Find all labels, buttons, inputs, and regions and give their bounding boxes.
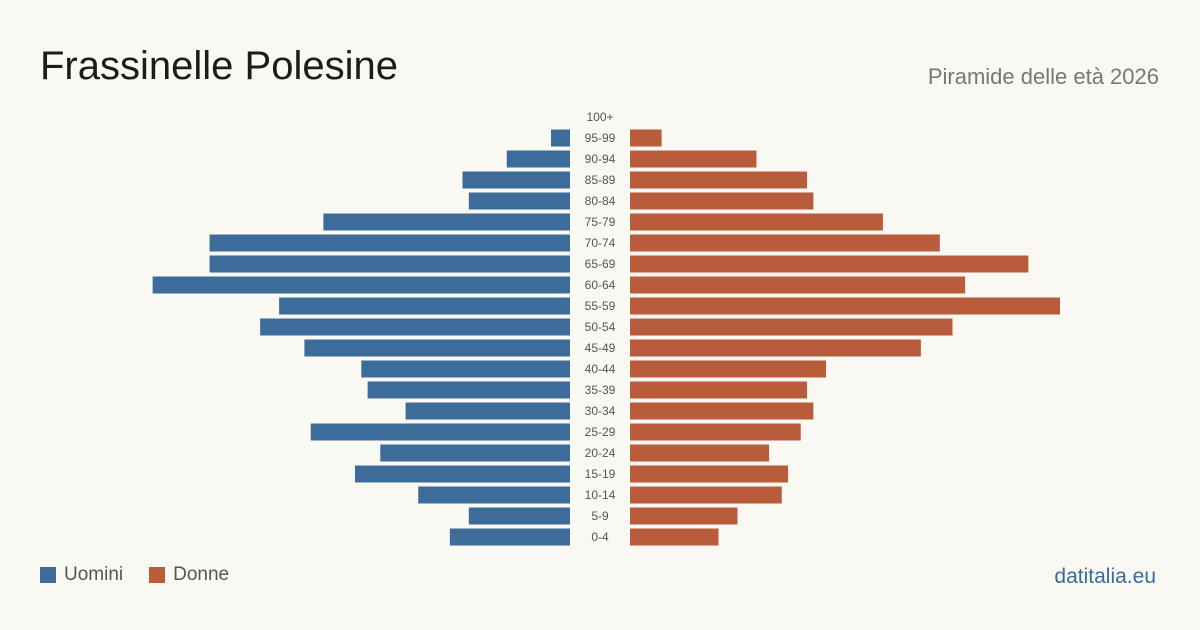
bar-women-45-49	[630, 339, 921, 357]
bar-women-40-44	[630, 360, 827, 378]
bar-women-15-19	[630, 465, 789, 483]
chart-subtitle: Piramide delle età 2026	[927, 64, 1159, 89]
bar-men-0-4	[449, 528, 570, 546]
age-label: 50-54	[585, 320, 616, 334]
age-label: 25-29	[585, 425, 616, 439]
legend-item-men: Uomini	[40, 564, 123, 586]
bar-men-10-14	[418, 486, 570, 504]
age-label: 40-44	[585, 362, 616, 376]
bar-women-25-29	[630, 423, 801, 441]
bar-women-95-99	[630, 129, 662, 147]
bar-women-70-74	[630, 234, 940, 252]
age-label: 15-19	[585, 467, 616, 481]
bar-men-55-59	[279, 297, 570, 315]
bar-women-10-14	[630, 486, 782, 504]
bar-women-60-64	[630, 276, 966, 294]
bar-men-75-79	[323, 213, 570, 231]
bar-men-65-69	[209, 255, 570, 273]
bar-men-5-9	[468, 507, 570, 525]
age-label: 65-69	[585, 257, 616, 271]
bar-women-85-89	[630, 171, 808, 189]
legend: Uomini Donne	[40, 564, 255, 586]
bar-men-40-44	[361, 360, 570, 378]
bar-women-80-84	[630, 192, 814, 210]
age-label: 5-9	[591, 509, 609, 523]
chart-title: Frassinelle Polesine	[40, 44, 398, 88]
bar-women-50-54	[630, 318, 953, 336]
age-label: 20-24	[585, 446, 616, 460]
legend-swatch-men	[40, 567, 56, 583]
bar-women-90-94	[630, 150, 757, 168]
age-label: 35-39	[585, 383, 616, 397]
age-label: 10-14	[585, 488, 616, 502]
age-label: 85-89	[585, 173, 616, 187]
age-label: 90-94	[585, 152, 616, 166]
bar-men-85-89	[462, 171, 570, 189]
bar-men-90-94	[506, 150, 570, 168]
bar-women-30-34	[630, 402, 814, 420]
bar-women-75-79	[630, 213, 883, 231]
bar-women-5-9	[630, 507, 738, 525]
age-label: 60-64	[585, 278, 616, 292]
legend-label-women: Donne	[173, 564, 230, 585]
bar-women-0-4	[630, 528, 719, 546]
bar-men-20-24	[380, 444, 570, 462]
bar-women-20-24	[630, 444, 770, 462]
age-label: 55-59	[585, 299, 616, 313]
bar-men-95-99	[551, 129, 570, 147]
bar-men-45-49	[304, 339, 570, 357]
bar-women-65-69	[630, 255, 1029, 273]
bar-men-50-54	[260, 318, 570, 336]
bar-men-80-84	[468, 192, 570, 210]
age-label: 95-99	[585, 131, 616, 145]
bar-women-55-59	[630, 297, 1060, 315]
age-label: 30-34	[585, 404, 616, 418]
legend-item-women: Donne	[149, 564, 229, 586]
bar-men-60-64	[152, 276, 570, 294]
age-label: 70-74	[585, 236, 616, 250]
age-label: 75-79	[585, 215, 616, 229]
legend-label-men: Uomini	[64, 564, 124, 585]
age-label: 100+	[586, 110, 613, 124]
bar-men-15-19	[355, 465, 570, 483]
bar-women-35-39	[630, 381, 808, 399]
bar-men-30-34	[405, 402, 570, 420]
source-link[interactable]: datitalia.eu	[1054, 565, 1156, 588]
age-label: 45-49	[585, 341, 616, 355]
age-label: 80-84	[585, 194, 616, 208]
bar-men-35-39	[367, 381, 570, 399]
bar-men-25-29	[310, 423, 570, 441]
legend-swatch-women	[149, 567, 166, 583]
bar-men-70-74	[209, 234, 570, 252]
age-label: 0-4	[591, 530, 609, 544]
